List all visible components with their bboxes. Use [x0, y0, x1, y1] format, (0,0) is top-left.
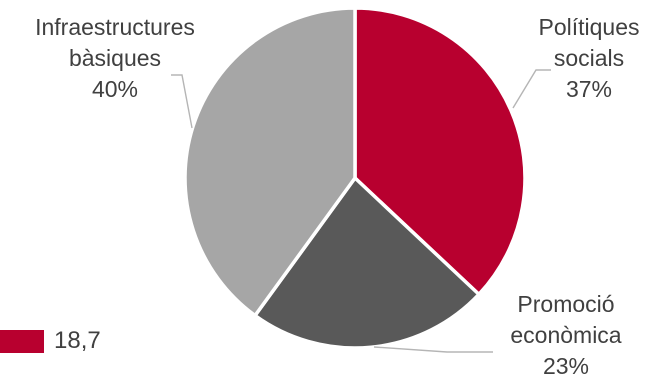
slice-percent: 37%: [566, 76, 612, 102]
leader-lines: [171, 69, 551, 353]
legend-value: 18,7: [54, 327, 101, 354]
slice-label-line: Promoció: [517, 291, 614, 317]
slice-label-2: Promoció econòmica 23%: [510, 291, 621, 379]
leader-line-1: [512, 69, 551, 109]
slice-percent: 23%: [543, 353, 589, 379]
slice-percent: 40%: [92, 76, 138, 102]
slice-label-line: econòmica: [510, 322, 621, 348]
legend-swatch: [0, 329, 44, 353]
slice-label-line: Polítiques: [538, 14, 639, 40]
leader-line-3: [171, 74, 193, 129]
slice-label-line: Infraestructures: [35, 14, 195, 40]
pie-slices: [183, 6, 527, 350]
pie-slice-1: [353, 6, 527, 297]
slice-label-1: Polítiques socials 37%: [538, 14, 639, 102]
leader-line-2: [373, 346, 493, 353]
pie-slice-3: [183, 6, 357, 318]
slice-label-3: Infraestructures bàsiques 40%: [35, 14, 195, 102]
slice-labels: Polítiques socials 37% Promoció econòmica 23%…: [35, 14, 639, 379]
pie-slice-2: [253, 176, 481, 350]
legend: 18,7: [0, 326, 101, 356]
slice-label-line: bàsiques: [69, 45, 161, 71]
slice-label-line: socials: [554, 45, 624, 71]
